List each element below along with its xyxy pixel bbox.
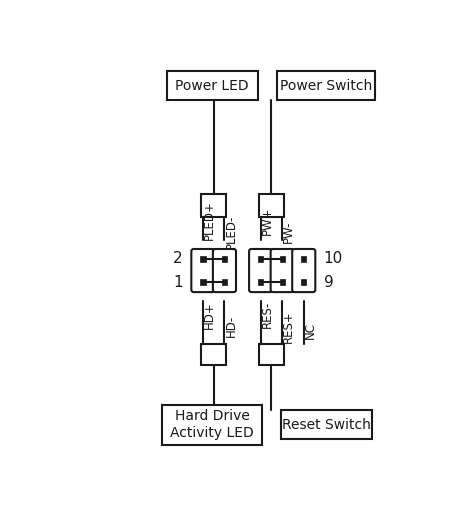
Bar — [258, 256, 264, 262]
Text: 9: 9 — [324, 275, 334, 290]
Text: Hard Drive
Activity LED: Hard Drive Activity LED — [170, 409, 254, 440]
Bar — [167, 71, 257, 100]
Text: 2: 2 — [173, 252, 183, 267]
Bar — [277, 71, 375, 100]
Bar — [301, 256, 307, 262]
Text: NC: NC — [304, 322, 317, 339]
Bar — [259, 194, 284, 217]
Text: HD+: HD+ — [203, 301, 216, 329]
Bar — [281, 410, 372, 439]
Text: PLED-: PLED- — [225, 215, 237, 249]
Bar — [280, 256, 285, 262]
FancyBboxPatch shape — [271, 249, 294, 292]
FancyBboxPatch shape — [249, 249, 272, 292]
Text: 1: 1 — [173, 275, 183, 290]
Bar — [200, 256, 206, 262]
Text: 10: 10 — [324, 252, 343, 267]
Text: Power LED: Power LED — [175, 79, 249, 93]
Text: Power Switch: Power Switch — [280, 79, 372, 93]
Bar — [222, 279, 227, 285]
Text: RES-: RES- — [261, 301, 273, 328]
Text: PW+: PW+ — [261, 206, 273, 235]
Bar — [201, 343, 226, 365]
Bar — [200, 279, 206, 285]
Bar — [259, 343, 284, 365]
FancyBboxPatch shape — [213, 249, 236, 292]
FancyBboxPatch shape — [191, 249, 214, 292]
Bar — [201, 194, 226, 217]
Text: HD-: HD- — [225, 315, 237, 338]
Text: RES+: RES+ — [282, 310, 295, 343]
Bar — [162, 405, 262, 445]
Text: PLED+: PLED+ — [203, 200, 216, 241]
Bar — [222, 256, 227, 262]
Text: Reset Switch: Reset Switch — [282, 418, 371, 432]
FancyBboxPatch shape — [292, 249, 315, 292]
Bar — [280, 279, 285, 285]
Bar — [258, 279, 264, 285]
Bar — [301, 279, 307, 285]
Text: PW-: PW- — [282, 221, 295, 243]
